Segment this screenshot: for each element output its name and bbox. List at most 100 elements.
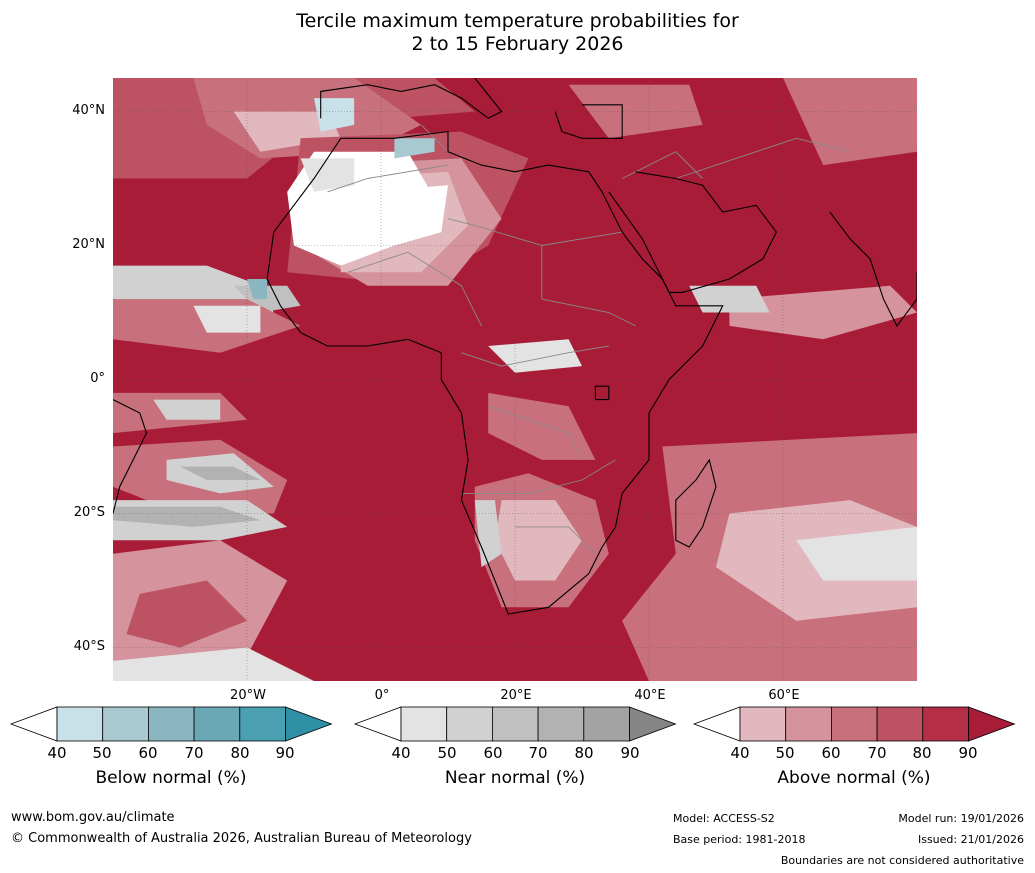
- region-near-40: [113, 647, 314, 681]
- region-near-70: [113, 506, 261, 527]
- above-lower-extension: [692, 706, 741, 742]
- lon-label-20w: 20°W: [230, 688, 266, 703]
- colorbar-below-title: Below normal (%): [95, 768, 247, 788]
- region-near-40: [796, 526, 917, 581]
- border-line: [621, 151, 703, 179]
- colorbar-above-title: Above normal (%): [777, 768, 931, 788]
- below-tick-70: 70: [184, 744, 204, 762]
- above-tick-80: 80: [912, 744, 932, 762]
- above-segment: [876, 706, 924, 742]
- southamerica-coastline: [113, 399, 148, 514]
- footer-model: Model: ACCESS-S2: [673, 812, 775, 825]
- near-segment: [537, 706, 585, 742]
- lon-label-40e: 40°E: [634, 688, 666, 703]
- lat-label-0: 0°: [90, 371, 105, 386]
- near-tick-80: 80: [574, 744, 594, 762]
- lat-label-40n: 40°N: [72, 103, 105, 118]
- below-segment: [193, 706, 241, 742]
- europe-coastline: [320, 78, 503, 119]
- footer-base-period: Base period: 1981-2018: [673, 833, 806, 846]
- border-line: [347, 251, 482, 327]
- footer-model-run: Model run: 19/01/2026: [898, 812, 1024, 825]
- turkey-coastline: [554, 104, 623, 139]
- lon-label-60e: 60°E: [768, 688, 800, 703]
- near-tick-70: 70: [528, 744, 548, 762]
- lat-label-40s: 40°S: [73, 639, 105, 654]
- below-upper-extension: [285, 706, 333, 742]
- above-tick-40: 40: [730, 744, 750, 762]
- border-line: [461, 345, 609, 367]
- below-tick-40: 40: [47, 744, 67, 762]
- region-near-50: [474, 500, 502, 568]
- below-segment: [239, 706, 286, 742]
- below-tick-80: 80: [230, 744, 250, 762]
- border-line: [447, 218, 543, 300]
- region-near-40: [300, 158, 355, 192]
- region-near-60: [689, 285, 770, 313]
- colorbar-near-title: Near normal (%): [444, 768, 586, 788]
- lake-victoria-coastline: [594, 385, 610, 401]
- above-segment: [739, 706, 787, 742]
- footer-copyright: © Commonwealth of Australia 2026, Austra…: [11, 831, 472, 846]
- region-below-40: [314, 98, 355, 132]
- region-above-40: [494, 500, 582, 581]
- above-upper-extension: [968, 706, 1016, 742]
- colorbar-below-normal: [9, 706, 333, 742]
- lat-label-20n: 20°N: [72, 237, 105, 252]
- region-near-50: [153, 399, 221, 420]
- near-segment: [491, 706, 539, 742]
- near-segment: [583, 706, 630, 742]
- map-field: [113, 78, 917, 681]
- border-line: [675, 137, 851, 179]
- near-tick-50: 50: [437, 744, 457, 762]
- country-borders: [327, 124, 851, 555]
- africa-coastline: [266, 130, 724, 615]
- lon-label-0: 0°: [374, 688, 390, 703]
- near-tick-90: 90: [620, 744, 640, 762]
- footer-boundaries-note: Boundaries are not considered authoritat…: [780, 854, 1024, 867]
- below-tick-90: 90: [275, 744, 295, 762]
- below-segment: [102, 706, 149, 742]
- border-line: [461, 459, 616, 494]
- near-upper-extension: [629, 706, 677, 742]
- madagascar-coastline: [675, 458, 717, 548]
- region-above-70: [126, 580, 247, 648]
- above-tick-60: 60: [821, 744, 841, 762]
- region-white: [367, 185, 448, 246]
- near-segment: [446, 706, 493, 742]
- border-line: [420, 124, 449, 153]
- graticule: [113, 78, 917, 681]
- border-line: [515, 526, 596, 555]
- below-tick-60: 60: [138, 744, 158, 762]
- above-segment: [831, 706, 878, 742]
- above-tick-70: 70: [867, 744, 887, 762]
- above-segment: [785, 706, 832, 742]
- near-lower-extension: [353, 706, 402, 742]
- above-tick-90: 90: [958, 744, 978, 762]
- near-tick-40: 40: [391, 744, 411, 762]
- region-near-70: [180, 466, 261, 480]
- title-line-1: Tercile maximum temperature probabilitie…: [296, 10, 739, 32]
- footer-issued: Issued: 21/01/2026: [917, 833, 1024, 846]
- border-line: [541, 231, 623, 246]
- chart-title: Tercile maximum temperature probabilitie…: [0, 10, 1035, 56]
- below-segment: [147, 706, 195, 742]
- region-below-50: [394, 138, 435, 159]
- lat-label-20s: 20°S: [73, 505, 105, 520]
- region-above-60: [488, 392, 596, 460]
- lon-label-20e: 20°E: [500, 688, 532, 703]
- probability-regions: [113, 78, 917, 681]
- near-tick-60: 60: [483, 744, 503, 762]
- coastlines: [113, 78, 917, 615]
- above-tick-50: 50: [775, 744, 795, 762]
- region-above-50: [729, 285, 917, 340]
- near-segment: [400, 706, 448, 742]
- colorbar-near-normal: [353, 706, 677, 742]
- border-line: [488, 405, 583, 461]
- arabia-coastline: [608, 171, 777, 293]
- title-line-2: 2 to 15 February 2026: [411, 33, 624, 55]
- colorbar-above-normal: [692, 706, 1016, 742]
- below-tick-50: 50: [92, 744, 112, 762]
- india-coastline: [829, 211, 917, 327]
